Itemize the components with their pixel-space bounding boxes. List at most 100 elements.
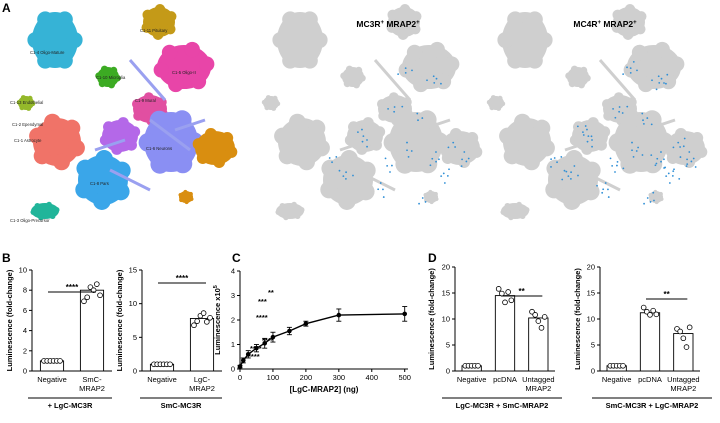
umap-blob-lobe (264, 105, 270, 111)
umap-blob-lobe (113, 74, 121, 82)
umap-blob-lobe (16, 99, 22, 105)
cluster-label: C1-1 Astrocyte (14, 138, 42, 143)
data-point (538, 325, 545, 331)
cluster-label: C1-4 Oligo-Mature (30, 50, 65, 55)
umap-strand (149, 118, 191, 152)
y-tick-label: 0 (446, 367, 450, 376)
umap-blob-lobe (19, 105, 25, 111)
expressing-cell (345, 171, 347, 174)
expressing-cell (417, 119, 419, 122)
umap-blob-lobe (533, 119, 551, 137)
data-point (620, 362, 626, 369)
umap-blob-lobe (33, 147, 51, 165)
expressing-cell (404, 67, 407, 70)
umap-blob-lobe (68, 139, 85, 157)
significance-annotation: *** (258, 297, 267, 306)
expressing-cell (692, 157, 695, 160)
data-point (508, 297, 515, 304)
cluster-label: C1-8 Pars (90, 181, 109, 186)
expressing-cell (573, 165, 576, 167)
umap-blob-lobe (580, 66, 588, 74)
umap-blob-lobe (53, 207, 60, 213)
umap-blob-lobe (504, 202, 511, 209)
data-point (84, 294, 90, 301)
umap-blob-lobe (348, 121, 360, 133)
y-tick-label: 8 (23, 286, 27, 295)
cluster-label: C1-6 Neurons (146, 146, 172, 151)
umap-blob-lobe (99, 134, 112, 146)
expressing-cell (382, 196, 385, 198)
umap-blob-lobe (635, 11, 647, 22)
expressing-cell (671, 175, 674, 177)
umap-blob-lobe (298, 153, 315, 171)
umap-blob-lobe (654, 41, 670, 58)
umap-mc4r-mrap2 (486, 4, 708, 221)
umap-blob-lobe (95, 72, 103, 80)
expressing-cell (563, 169, 566, 172)
umap-blob-lobe (95, 150, 113, 168)
data-point (640, 304, 647, 311)
data-point (90, 287, 97, 294)
umap-blob-lobe (344, 134, 357, 146)
umap-blob-lobe (279, 202, 286, 209)
umap-blob-lobe (30, 209, 37, 215)
umap-blob-lobe (271, 106, 277, 111)
expressing-cell (576, 125, 579, 128)
umap-blob-lobe (100, 65, 108, 73)
data-point (650, 307, 656, 314)
umap-strand (394, 118, 436, 152)
umap-blob-lobe (138, 132, 158, 152)
umap-blob-lobe (133, 110, 144, 121)
umap-blob-lobe (490, 95, 496, 100)
umap-blob-lobe (184, 199, 189, 205)
umap-blob-lobe (338, 192, 356, 210)
significance-annotation: **** (262, 336, 274, 345)
umap-blob-lobe (429, 41, 445, 58)
umap-blob-lobe (624, 4, 636, 15)
umap-blob-lobe (654, 199, 659, 205)
umap-blob-lobe (153, 62, 170, 78)
y-axis-label: Luminescence (fold-change) (115, 269, 124, 371)
group-label: SmC-MC3R (161, 401, 202, 410)
expressing-cell (577, 174, 579, 177)
expressing-cell (641, 154, 644, 156)
umap-blob-lobe (546, 159, 564, 178)
umap-blob-lobe (399, 4, 411, 15)
data-point (270, 334, 276, 340)
cluster-label: C1-9 Mural (135, 98, 156, 103)
expressing-cell (387, 108, 389, 110)
expressing-cell (663, 158, 665, 161)
umap-blob-lobe (691, 132, 704, 144)
expressing-cell (438, 158, 440, 161)
expressing-cell (653, 199, 655, 202)
umap-blob-lobe (695, 146, 708, 158)
umap-blob-lobe (27, 31, 44, 49)
umap-blob-lobe (526, 52, 543, 69)
expressing-cell (431, 157, 434, 160)
data-point (686, 324, 693, 331)
expressing-cell (384, 157, 387, 160)
umap-blob-lobe (30, 101, 36, 107)
umap-strand (644, 118, 676, 132)
expressing-cell (467, 157, 470, 160)
umap-blob-lobe (516, 201, 522, 208)
expressing-cell (655, 162, 658, 165)
umap-strand (128, 59, 167, 101)
umap-strand (354, 168, 396, 192)
significance-stars: ** (664, 290, 671, 299)
bar (528, 317, 549, 372)
data-point (57, 358, 63, 364)
data-point (647, 312, 653, 318)
expressing-cell (657, 75, 660, 78)
series-line (239, 313, 405, 367)
expressing-cell (426, 79, 428, 82)
expressing-cell (362, 135, 365, 138)
x-tick-label: SmC- (82, 375, 102, 384)
umap-blob-lobe (433, 191, 438, 197)
data-point (541, 314, 548, 320)
expressing-cell (646, 197, 649, 199)
umap-blob-lobe (27, 95, 33, 101)
data-point (680, 335, 687, 342)
expressing-cell (618, 110, 621, 113)
y-tick-label: 10 (129, 299, 137, 308)
